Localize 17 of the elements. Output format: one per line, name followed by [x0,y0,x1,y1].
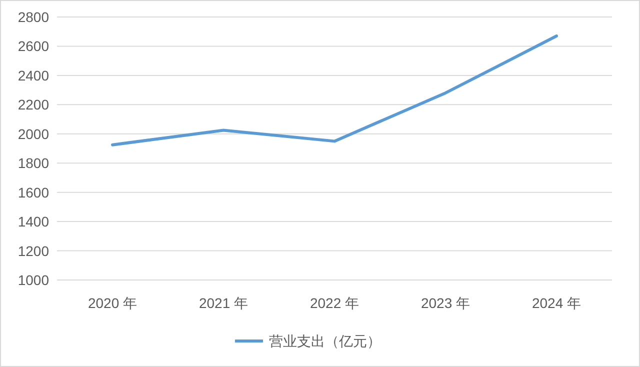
y-tick-label: 1600 [18,184,50,200]
x-tick-label: 2021 年 [198,295,248,311]
y-tick-label: 1000 [18,272,50,288]
x-tick-label: 2022 年 [310,295,360,311]
y-tick-label: 2800 [18,9,50,25]
x-tick-label: 2020 年 [88,295,138,311]
x-tick-label: 2024 年 [532,295,582,311]
y-tick-label: 2400 [18,67,50,84]
y-tick-label: 2000 [18,126,50,142]
y-tick-label: 1800 [18,155,50,172]
y-tick-label: 1400 [18,214,50,230]
y-tick-label: 1200 [18,242,50,259]
y-tick-label: 2600 [18,38,50,54]
y-tick-label: 2200 [18,96,50,113]
x-tick-label: 2023 年 [420,295,470,311]
legend-label: 营业支出（亿元） [269,333,381,349]
line-series [111,34,558,146]
